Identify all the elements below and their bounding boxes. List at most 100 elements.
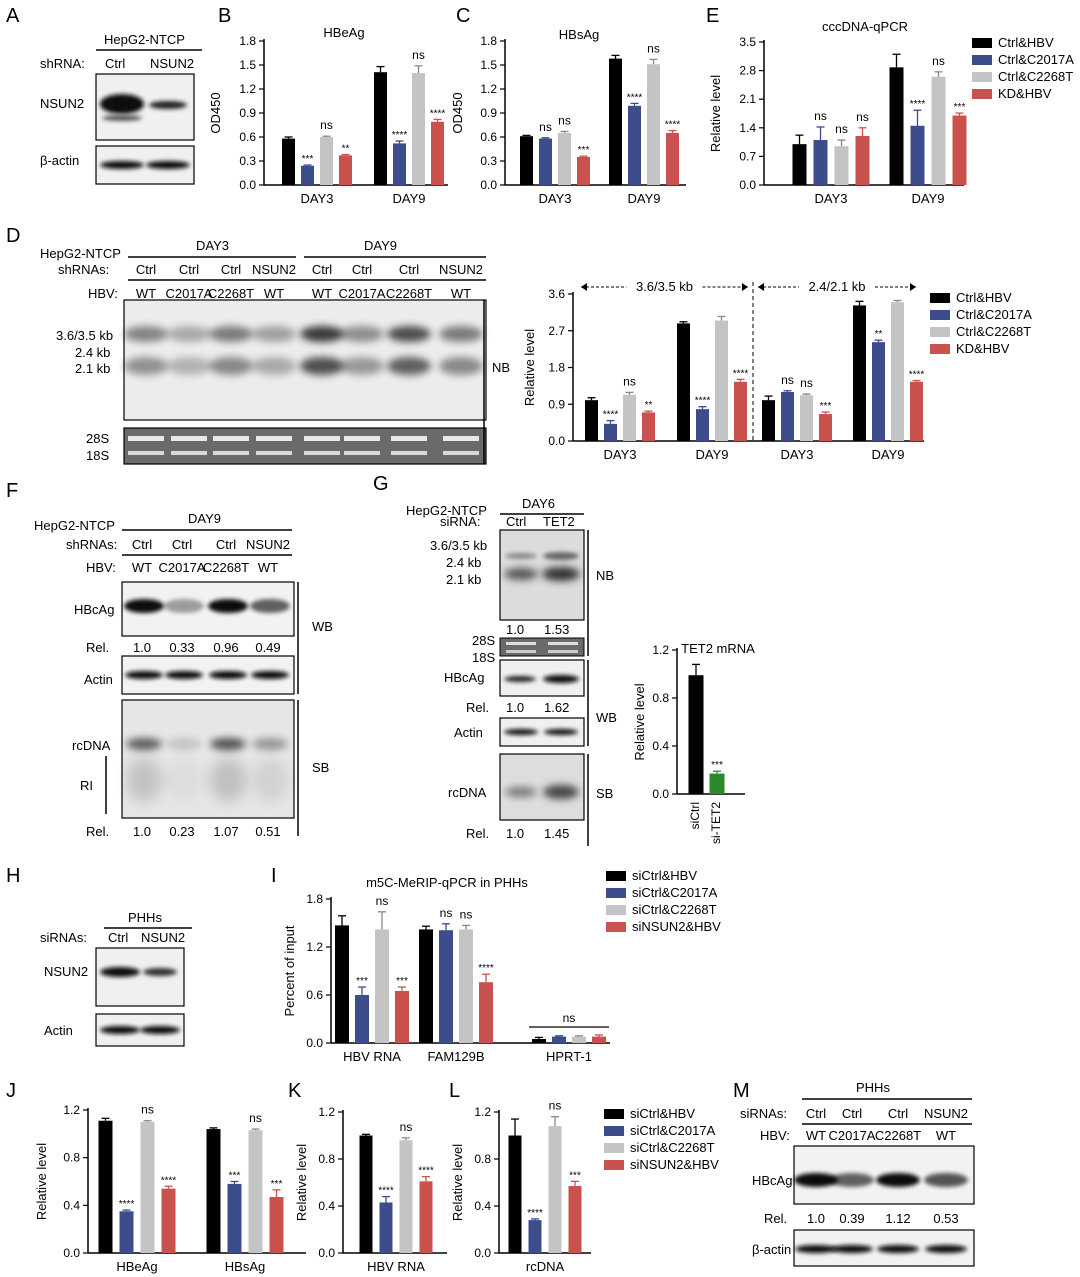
panel-m-hbv-4: WT	[936, 1128, 956, 1143]
chart-I-bar-1-2	[459, 929, 473, 1043]
chart-G-ytick-label-1: 0.4	[652, 739, 669, 753]
chart-D-sig-2-2: ns	[800, 376, 813, 390]
f-rcdna-band-4	[252, 738, 288, 750]
panel-a-band-actin: β-actin	[40, 153, 79, 168]
f-rel-wb-4: 0.49	[255, 640, 280, 655]
chart-I-bar-1-1	[439, 930, 453, 1043]
chart-d: 0.0 0.9 1.8 2.7 3.6 Relative level **** ns ** DAY…	[522, 279, 924, 462]
panel-g-lane-2: TET2	[543, 514, 575, 529]
m-actin-band-2	[831, 1245, 873, 1253]
chart-I-bar-0-2	[375, 929, 389, 1043]
panel-f-lane-2: Ctrl	[172, 537, 192, 552]
chart-D-group-header-0: 3.6/3.5 kb	[636, 279, 693, 294]
f-actin-band-2	[165, 671, 203, 679]
chart-C-ytick-label-3: 0.9	[480, 106, 497, 120]
panel-g-rel-label-2: Rel.	[466, 826, 489, 841]
panel-d-lane-7: Ctrl	[399, 262, 419, 277]
chart-J-ytick-label-0: 0.0	[63, 1246, 80, 1260]
chart-B-title: HBeAg	[323, 25, 364, 40]
chart-D-group-header-1: 2.4/2.1 kb	[808, 279, 865, 294]
chart-D-sig-0-1: ****	[603, 410, 619, 421]
chart-K-ytick-label-1: 0.4	[318, 1199, 335, 1213]
chart-J-bar-1-0	[206, 1129, 221, 1253]
panel-f-hbv-2: C2017A	[159, 560, 206, 575]
chart-B-ytick-label-2: 0.6	[239, 130, 256, 144]
chart-J-ytick-label-3: 1.2	[63, 1103, 80, 1117]
chart-E-bar-0-1	[813, 140, 828, 185]
nb-band-top-8	[439, 326, 483, 342]
m-rel-1: 1.0	[807, 1211, 825, 1226]
chart-D-bar-2-2	[800, 395, 813, 441]
chart-i: 0.0 0.6 1.2 1.8 Percent of input m5C-MeRIP-qP…	[282, 875, 610, 1064]
panel-m-lane-4: NSUN2	[924, 1106, 968, 1121]
chart-I-bar-1-0	[419, 929, 433, 1043]
chart-D-bar-2-3	[819, 414, 832, 441]
chart-I-sig-1-3: ****	[478, 963, 494, 974]
chart-J-ytick-label-2: 0.8	[63, 1151, 80, 1165]
chart-B-sig-0-1: ***	[302, 154, 314, 165]
panel-letter-a: A	[6, 5, 20, 27]
panel-g-hbcag: HBcAg	[444, 670, 484, 685]
chart-B-ytick-label-6: 1.8	[239, 34, 256, 48]
panel-m-lane-3: Ctrl	[888, 1106, 908, 1121]
chart-k: 0.0 0.4 0.8 1.2 Relative level **** ns **** HBV …	[294, 1105, 447, 1274]
legend-l-label-2: siCtrl&C2017A	[630, 1123, 716, 1138]
panel-g-blot: HepG2-NTCP DAY6 siRNA: Ctrl TET2 3.6/3.5…	[406, 496, 617, 846]
panel-d-28s: 28S	[86, 431, 109, 446]
rrna-18s-6	[344, 451, 380, 455]
nb-band-low-2	[167, 357, 211, 375]
chart-I-ylabel: Percent of input	[282, 925, 297, 1016]
panel-g-18s: 18S	[472, 650, 495, 665]
panel-f-hbv-1: WT	[132, 560, 152, 575]
chart-I-bar-1-3	[479, 982, 493, 1043]
chart-K-bar-0-2	[399, 1140, 413, 1253]
panel-d-hbv-4: WT	[264, 286, 284, 301]
nb-band-low-4	[252, 357, 296, 375]
chart-D-ytick-label-1: 0.9	[548, 397, 565, 411]
chart-C-sig-0-2: ns	[558, 113, 571, 127]
chart-C-bar-0-0	[520, 136, 533, 185]
panel-h-lane-1: Ctrl	[108, 930, 128, 945]
legend-i-swatch-4	[606, 922, 626, 932]
panel-d-hbv-5: WT	[312, 286, 332, 301]
chart-I-ytick-label-1: 0.6	[306, 988, 323, 1002]
chart-D-arrowhead-l-0	[581, 283, 587, 291]
chart-L-ylabel: Relative level	[450, 1144, 465, 1221]
rrna-18s-4	[256, 451, 292, 455]
chart-G-title: TET2 mRNA	[681, 641, 755, 656]
chart-E-ytick-label-3: 2.1	[739, 92, 756, 106]
f-ri-smear-4	[252, 758, 288, 802]
panel-d-hbv-6: C2017A	[339, 286, 386, 301]
legend-i-swatch-1	[606, 871, 626, 881]
nb-band-top-2	[167, 326, 211, 342]
nb-band-low-8	[439, 357, 483, 375]
chart-G-cat-1: si-TET2	[709, 802, 723, 844]
legend-l-swatch-3	[604, 1143, 624, 1153]
panel-d-day-1: DAY3	[196, 238, 229, 253]
legend-d-swatch-1	[930, 293, 950, 303]
chart-I-sig-0-1: ***	[356, 976, 368, 987]
chart-I-title: m5C-MeRIP-qPCR in PHHs	[366, 875, 528, 890]
chart-E-sig-0-2: ns	[835, 122, 848, 136]
chart-E-bar-1-3	[952, 115, 967, 185]
chart-D-arrowhead-r-0	[742, 283, 748, 291]
panel-g-rcdna: rcDNA	[448, 785, 487, 800]
chart-D-arrowhead-r-1	[910, 283, 916, 291]
nb-band-low-6	[340, 357, 384, 375]
chart-J-cat-1: HBsAg	[225, 1259, 265, 1274]
m-rel-3: 1.12	[885, 1211, 910, 1226]
chart-C-sig-1-2: ns	[647, 41, 660, 55]
f-hbcag-band-1	[124, 599, 164, 613]
chart-J-bar-0-0	[98, 1120, 113, 1253]
panel-f-hbv-4: WT	[258, 560, 278, 575]
chart-D-sig-1-1: ****	[695, 396, 711, 407]
legend-l-swatch-2	[604, 1126, 624, 1136]
chart-C-ytick-label-1: 0.3	[480, 154, 497, 168]
chart-J-ylabel: Relative level	[34, 1143, 49, 1220]
chart-K-sig-0-2: ns	[400, 1120, 413, 1134]
chart-L-sig-0-3: ***	[569, 1170, 581, 1181]
chart-J-bar-0-3	[161, 1188, 176, 1253]
legend-panel-l: siCtrl&HBV siCtrl&C2017A siCtrl&C2268T siNS…	[604, 1106, 719, 1172]
chart-C-sig-1-1: ****	[627, 92, 643, 103]
legend-e-label-3: Ctrl&C2268T	[998, 69, 1073, 84]
